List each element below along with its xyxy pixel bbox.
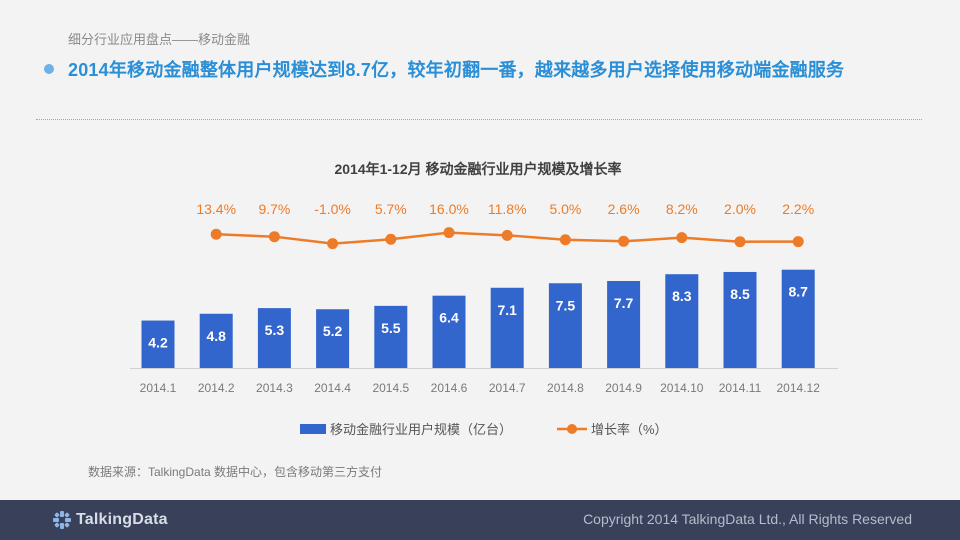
bar-value-label: 8.3 <box>672 288 692 304</box>
growth-rate-point <box>676 232 688 244</box>
page-subtitle: 细分行业应用盘点——移动金融 <box>68 32 251 47</box>
growth-rate-point <box>559 234 571 246</box>
footer-bar: TalkingData Copyright 2014 TalkingData L… <box>0 500 960 540</box>
bar <box>141 320 175 368</box>
growth-rate-label: 8.2% <box>666 201 698 217</box>
x-tick-label: 2014.10 <box>660 381 704 395</box>
bar <box>607 280 641 368</box>
bar <box>781 269 815 368</box>
bar-value-label: 5.5 <box>381 320 401 336</box>
bar <box>432 295 466 368</box>
bar-value-label: 4.8 <box>206 328 226 344</box>
bar <box>257 308 291 368</box>
bar-value-label: 7.7 <box>614 295 634 311</box>
x-tick-label: 2014.3 <box>256 381 293 395</box>
x-tick-label: 2014.11 <box>719 381 762 395</box>
brand-name: TalkingData <box>76 511 168 528</box>
bar <box>490 287 524 368</box>
growth-rate-label: -1.0% <box>314 201 351 217</box>
growth-rate-label: 2.0% <box>724 201 756 217</box>
growth-rate-label: 2.2% <box>782 201 814 217</box>
legend-bar-swatch <box>300 424 326 434</box>
growth-rate-point <box>268 231 280 243</box>
bar-value-label: 7.5 <box>556 297 576 313</box>
bar <box>548 283 582 368</box>
growth-rate-label: 5.7% <box>375 201 407 217</box>
growth-rate-point <box>734 236 746 248</box>
x-tick-label: 2014.1 <box>140 381 177 395</box>
bar-value-label: 5.3 <box>265 322 285 338</box>
bar <box>374 305 408 368</box>
bar <box>316 309 350 368</box>
bar-value-label: 5.2 <box>323 323 343 339</box>
growth-rate-label: 2.6% <box>608 201 640 217</box>
talkingdata-logo-icon <box>53 511 71 529</box>
x-tick-label: 2014.8 <box>547 381 584 395</box>
bar <box>665 274 699 368</box>
growth-rate-point <box>501 229 513 241</box>
legend-bar-label: 移动金融行业用户规模（亿台） <box>330 422 512 437</box>
bar-value-label: 8.7 <box>788 284 808 300</box>
x-tick-label: 2014.5 <box>372 381 409 395</box>
bar <box>199 313 233 368</box>
x-tick-label: 2014.2 <box>198 381 235 395</box>
headline-text: 2014年移动金融整体用户规模达到8.7亿，较年初翻一番，越来越多用户选择使用移… <box>68 60 845 80</box>
x-tick-label: 2014.12 <box>777 381 821 395</box>
legend-line-label: 增长率（%） <box>591 422 668 437</box>
bar-value-label: 8.5 <box>730 286 750 302</box>
x-tick-label: 2014.7 <box>489 381 526 395</box>
data-source-note: 数据来源：TalkingData 数据中心，包含移动第三方支付 <box>88 465 383 479</box>
x-tick-label: 2014.6 <box>431 381 468 395</box>
chart: 2014年1-12月 移动金融行业用户规模及增长率 4.2 2014.1 4.8 201… <box>130 161 838 437</box>
headline: 2014年移动金融整体用户规模达到8.7亿，较年初翻一番，越来越多用户选择使用移… <box>44 56 844 82</box>
x-tick-label: 2014.9 <box>605 381 642 395</box>
chart-title: 2014年1-12月 移动金融行业用户规模及增长率 <box>334 161 621 177</box>
growth-rate-label: 13.4% <box>196 201 236 217</box>
brand-logo: TalkingData <box>52 510 168 530</box>
growth-rate-point <box>792 236 804 248</box>
growth-rate-point <box>327 238 339 250</box>
bar-value-label: 7.1 <box>497 302 517 318</box>
growth-rate-label: 16.0% <box>429 201 469 217</box>
dotted-divider <box>36 119 922 120</box>
growth-rate-label: 5.0% <box>549 201 581 217</box>
legend-line-marker <box>567 424 577 434</box>
growth-rate-point <box>443 227 455 239</box>
bar-value-label: 4.2 <box>148 335 168 351</box>
growth-rate-label: 11.8% <box>488 201 527 217</box>
x-tick-label: 2014.4 <box>314 381 351 395</box>
bar-value-label: 6.4 <box>439 310 459 326</box>
growth-rate-point <box>210 228 222 240</box>
bullet-dot-icon <box>44 64 54 74</box>
growth-rate-label: 9.7% <box>258 201 290 217</box>
bar <box>723 271 757 368</box>
growth-rate-point <box>385 233 397 245</box>
copyright-text: Copyright 2014 TalkingData Ltd., All Rig… <box>583 511 912 527</box>
growth-rate-point <box>618 235 630 247</box>
